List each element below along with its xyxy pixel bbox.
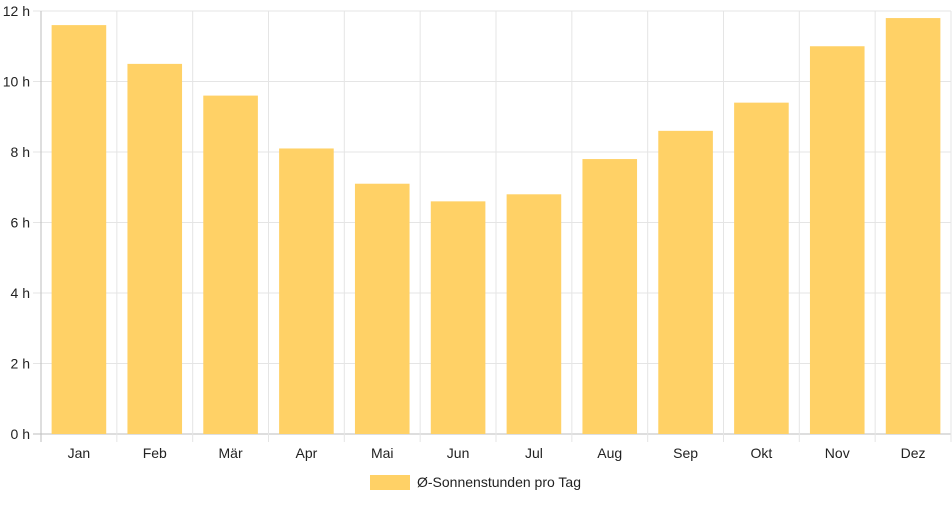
axes: 0 h 2 h 4 h 6 h 8 h 10 h 12 h Jan Feb Mär Apr Mai Ju… (3, 3, 926, 461)
x-tick-label: Okt (751, 445, 773, 461)
y-tick-label: 0 h (11, 426, 30, 442)
x-tick-label: Aug (597, 445, 622, 461)
bar[interactable] (354, 183, 410, 434)
y-tick-label: 10 h (3, 74, 30, 90)
x-tick-label: Feb (143, 445, 167, 461)
legend-swatch[interactable] (370, 475, 410, 490)
x-tick-label: Jan (68, 445, 91, 461)
bar[interactable] (203, 95, 258, 434)
legend-label[interactable]: Ø-Sonnenstunden pro Tag (417, 474, 581, 490)
x-tick-label: Jul (525, 445, 543, 461)
y-tick-label: 8 h (11, 144, 30, 160)
bar[interactable] (734, 102, 789, 435)
x-tick-label: Jun (447, 445, 470, 461)
bar[interactable] (51, 25, 107, 434)
bar[interactable] (279, 148, 334, 434)
bar[interactable] (430, 201, 486, 434)
bar[interactable] (127, 63, 183, 434)
y-tick-label: 4 h (11, 285, 30, 301)
bar[interactable] (582, 159, 638, 435)
legend[interactable]: Ø-Sonnenstunden pro Tag (370, 474, 581, 490)
x-tick-label: Mär (219, 445, 243, 461)
y-tick-label: 12 h (3, 3, 30, 19)
bars (51, 18, 941, 435)
x-tick-label: Nov (825, 445, 850, 461)
bar[interactable] (885, 18, 941, 435)
bar[interactable] (658, 130, 713, 434)
x-tick-label: Sep (673, 445, 698, 461)
y-tick-label: 6 h (11, 215, 30, 231)
bar[interactable] (809, 46, 865, 434)
x-tick-label: Mai (371, 445, 394, 461)
x-tick-label: Apr (296, 445, 318, 461)
x-tick-label: Dez (901, 445, 926, 461)
bar[interactable] (506, 194, 562, 434)
y-tick-label: 2 h (11, 356, 30, 372)
grid (33, 10, 952, 442)
